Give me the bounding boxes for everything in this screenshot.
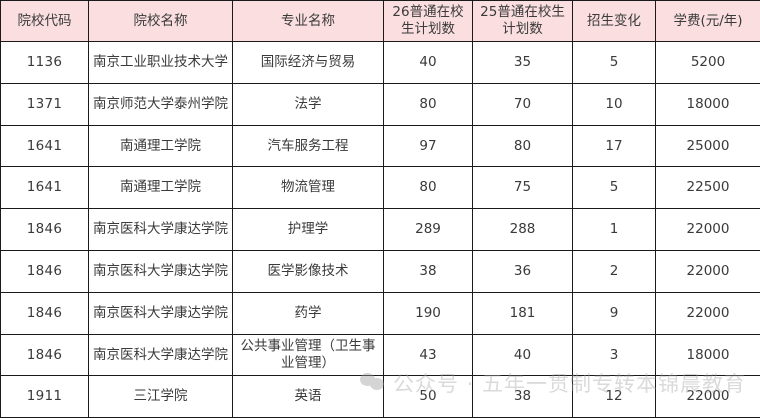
cell-plan26: 40 bbox=[384, 42, 473, 84]
cell-school: 南京师范大学泰州学院 bbox=[89, 83, 233, 125]
cell-major: 公共事业管理（卫生事业管理） bbox=[233, 334, 384, 376]
cell-plan26: 43 bbox=[384, 334, 473, 376]
cell-fee: 25000 bbox=[656, 125, 760, 167]
cell-fee: 22500 bbox=[656, 167, 760, 209]
cell-fee: 18000 bbox=[656, 83, 760, 125]
cell-plan25: 181 bbox=[473, 292, 573, 334]
cell-fee: 18000 bbox=[656, 334, 760, 376]
cell-plan25: 36 bbox=[473, 250, 573, 292]
table-row: 1136 南京工业职业技术大学 国际经济与贸易 40 35 5 5200 bbox=[1, 42, 760, 84]
cell-school: 南通理工学院 bbox=[89, 125, 233, 167]
cell-major: 医学影像技术 bbox=[233, 250, 384, 292]
column-header-plan25: 25普通在校生计划数 bbox=[473, 1, 573, 42]
table-row: 1641 南通理工学院 汽车服务工程 97 80 17 25000 bbox=[1, 125, 760, 167]
cell-change: 10 bbox=[573, 83, 656, 125]
cell-plan26: 50 bbox=[384, 376, 473, 418]
cell-major: 药学 bbox=[233, 292, 384, 334]
cell-code: 1846 bbox=[1, 209, 89, 251]
cell-major: 汽车服务工程 bbox=[233, 125, 384, 167]
cell-code: 1641 bbox=[1, 167, 89, 209]
cell-code: 1846 bbox=[1, 250, 89, 292]
cell-major: 护理学 bbox=[233, 209, 384, 251]
cell-major: 物流管理 bbox=[233, 167, 384, 209]
column-header-plan26: 26普通在校生计划数 bbox=[384, 1, 473, 42]
cell-major: 英语 bbox=[233, 376, 384, 418]
table-body: 1136 南京工业职业技术大学 国际经济与贸易 40 35 5 5200 137… bbox=[1, 42, 760, 418]
table-row: 1846 南京医科大学康达学院 公共事业管理（卫生事业管理） 43 40 3 1… bbox=[1, 334, 760, 376]
cell-code: 1371 bbox=[1, 83, 89, 125]
cell-plan25: 35 bbox=[473, 42, 573, 84]
cell-plan25: 80 bbox=[473, 125, 573, 167]
cell-plan25: 70 bbox=[473, 83, 573, 125]
cell-major: 法学 bbox=[233, 83, 384, 125]
cell-school: 南京医科大学康达学院 bbox=[89, 292, 233, 334]
cell-plan26: 80 bbox=[384, 167, 473, 209]
cell-change: 12 bbox=[573, 376, 656, 418]
cell-fee: 5200 bbox=[656, 42, 760, 84]
cell-plan25: 288 bbox=[473, 209, 573, 251]
cell-plan26: 38 bbox=[384, 250, 473, 292]
cell-school: 南京医科大学康达学院 bbox=[89, 334, 233, 376]
cell-change: 1 bbox=[573, 209, 656, 251]
cell-code: 1136 bbox=[1, 42, 89, 84]
column-header-code: 院校代码 bbox=[1, 1, 89, 42]
cell-school: 南京医科大学康达学院 bbox=[89, 209, 233, 251]
cell-code: 1911 bbox=[1, 376, 89, 418]
cell-plan26: 80 bbox=[384, 83, 473, 125]
cell-major: 国际经济与贸易 bbox=[233, 42, 384, 84]
cell-change: 9 bbox=[573, 292, 656, 334]
table-row: 1846 南京医科大学康达学院 医学影像技术 38 36 2 22000 bbox=[1, 250, 760, 292]
column-header-change: 招生变化 bbox=[573, 1, 656, 42]
cell-school: 三江学院 bbox=[89, 376, 233, 418]
cell-code: 1846 bbox=[1, 292, 89, 334]
cell-plan26: 97 bbox=[384, 125, 473, 167]
cell-plan25: 38 bbox=[473, 376, 573, 418]
cell-plan25: 40 bbox=[473, 334, 573, 376]
cell-change: 5 bbox=[573, 42, 656, 84]
column-header-fee: 学费(元/年) bbox=[656, 1, 760, 42]
cell-fee: 22000 bbox=[656, 209, 760, 251]
column-header-school: 院校名称 bbox=[89, 1, 233, 42]
table-header-row: 院校代码 院校名称 专业名称 26普通在校生计划数 25普通在校生计划数 招生变… bbox=[1, 1, 760, 42]
table-row: 1371 南京师范大学泰州学院 法学 80 70 10 18000 bbox=[1, 83, 760, 125]
cell-change: 5 bbox=[573, 167, 656, 209]
table-row: 1641 南通理工学院 物流管理 80 75 5 22500 bbox=[1, 167, 760, 209]
cell-school: 南京医科大学康达学院 bbox=[89, 250, 233, 292]
cell-plan26: 190 bbox=[384, 292, 473, 334]
cell-fee: 22000 bbox=[656, 250, 760, 292]
table-row: 1846 南京医科大学康达学院 药学 190 181 9 22000 bbox=[1, 292, 760, 334]
cell-code: 1846 bbox=[1, 334, 89, 376]
cell-change: 17 bbox=[573, 125, 656, 167]
column-header-major: 专业名称 bbox=[233, 1, 384, 42]
cell-change: 2 bbox=[573, 250, 656, 292]
cell-plan26: 289 bbox=[384, 209, 473, 251]
cell-plan25: 75 bbox=[473, 167, 573, 209]
cell-fee: 22000 bbox=[656, 292, 760, 334]
cell-fee: 22000 bbox=[656, 376, 760, 418]
cell-school: 南京工业职业技术大学 bbox=[89, 42, 233, 84]
table-header: 院校代码 院校名称 专业名称 26普通在校生计划数 25普通在校生计划数 招生变… bbox=[1, 1, 760, 42]
table-row: 1911 三江学院 英语 50 38 12 22000 bbox=[1, 376, 760, 418]
cell-school: 南通理工学院 bbox=[89, 167, 233, 209]
table-row: 1846 南京医科大学康达学院 护理学 289 288 1 22000 bbox=[1, 209, 760, 251]
cell-change: 3 bbox=[573, 334, 656, 376]
cell-code: 1641 bbox=[1, 125, 89, 167]
